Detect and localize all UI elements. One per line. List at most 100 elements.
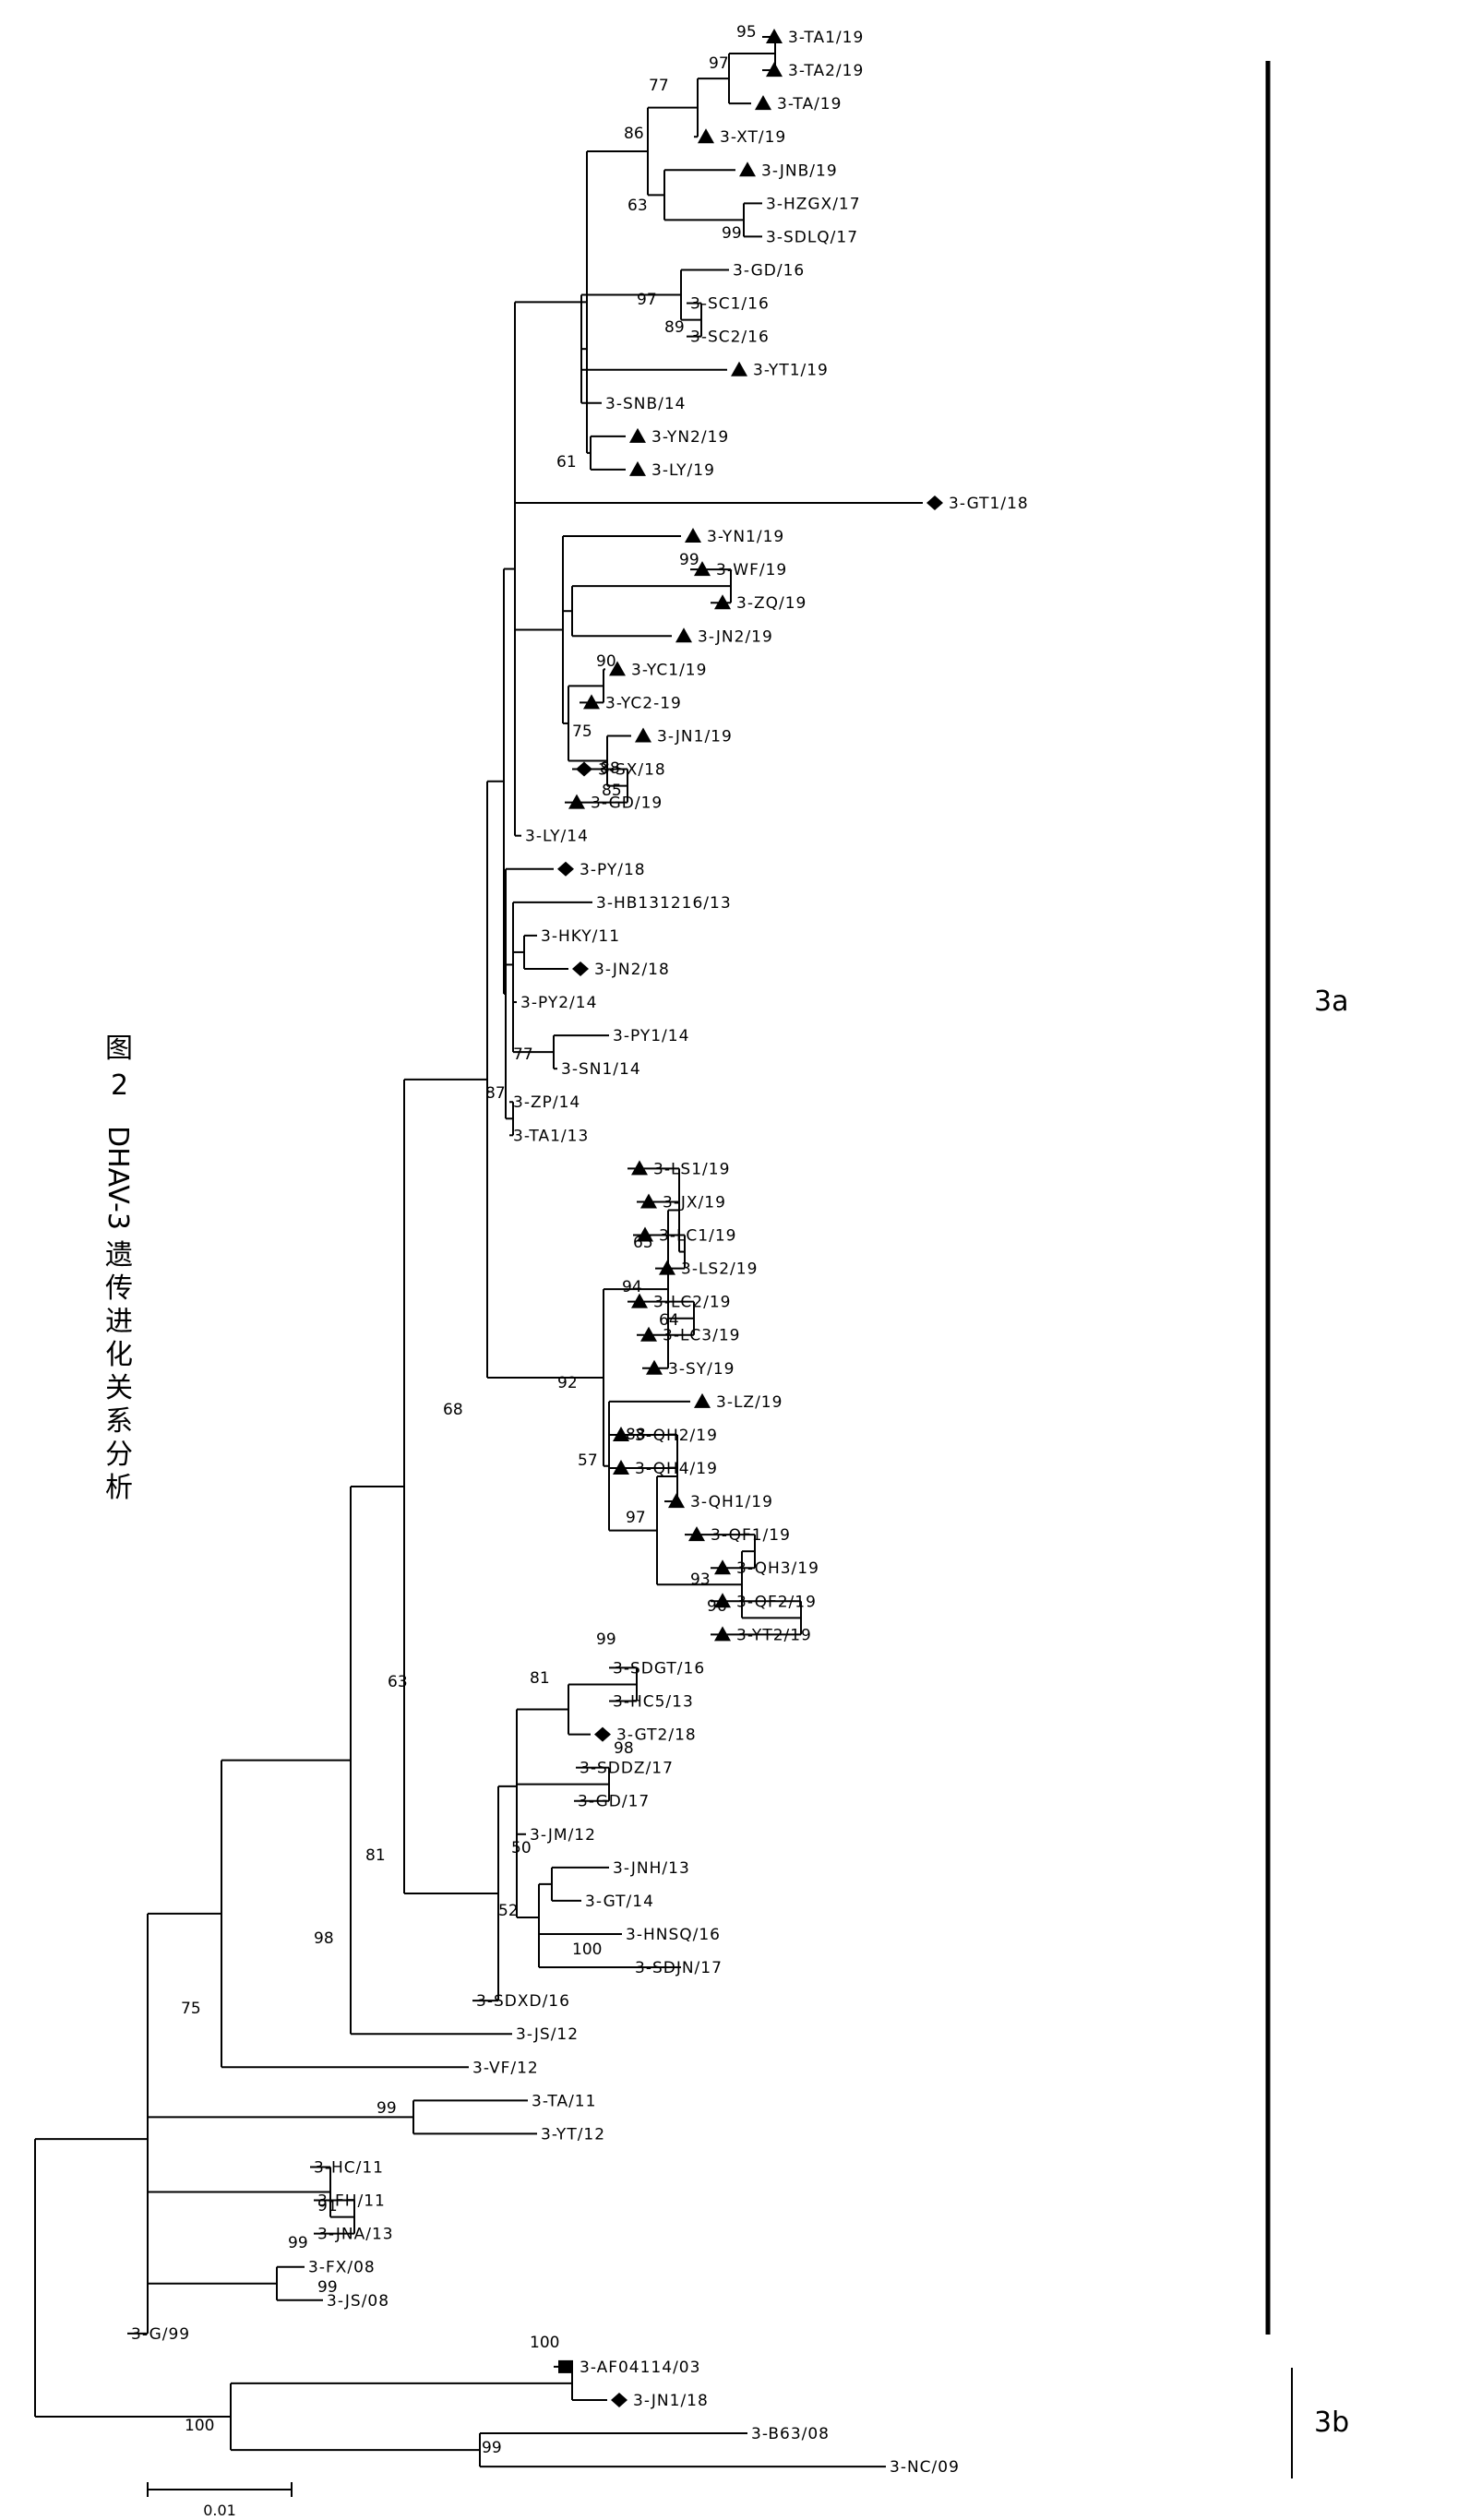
taxon-label: 3-JN2/18 (594, 961, 670, 979)
triangle-marker (731, 361, 747, 376)
bootstrap-value: 88 (600, 759, 620, 778)
triangle-marker (640, 1326, 657, 1342)
taxon-label: 3-JNH/13 (613, 1859, 690, 1878)
taxon-label: 3-LC2/19 (653, 1294, 731, 1312)
bootstrap-value: 77 (513, 1045, 533, 1064)
taxon-label: 3-SC2/16 (690, 328, 770, 347)
taxon-label: 3-QF2/19 (736, 1593, 817, 1611)
square-marker (558, 2359, 573, 2373)
taxon-label: 3-JS/08 (327, 2292, 389, 2311)
taxon-label: 3-GD/19 (591, 794, 663, 813)
triangle-marker (694, 561, 711, 577)
bootstrap-value: 57 (578, 1451, 598, 1470)
caption-title: 遗传进化关系分析 (105, 1239, 133, 1504)
taxon-label: 3-YC1/19 (631, 661, 707, 679)
taxon-label: 3-LS2/19 (681, 1260, 758, 1279)
diamond-marker (572, 961, 589, 976)
bootstrap-value: 97 (637, 291, 657, 309)
taxon-label: 3-HC/11 (314, 2158, 384, 2177)
taxon-label: 3-YT2/19 (736, 1626, 812, 1644)
taxon-label: 3-GD/16 (733, 261, 805, 280)
bootstrap-value: 50 (511, 1839, 532, 1857)
bootstrap-value: 85 (602, 782, 622, 800)
tree-branches (34, 36, 923, 2468)
bootstrap-value: 97 (709, 54, 729, 73)
triangle-marker (637, 1226, 653, 1242)
bootstrap-value: 63 (388, 1673, 408, 1691)
taxon-label: 3-SDGT/16 (613, 1659, 705, 1678)
taxon-label: 3-AF04114/03 (580, 2359, 700, 2377)
bootstrap-value: 96 (707, 1597, 727, 1616)
taxon-label: 3-QH1/19 (690, 1493, 773, 1511)
triangle-marker (568, 794, 585, 809)
taxon-label: 3-FH/11 (317, 2192, 386, 2211)
taxon-label: 3-QH2/19 (635, 1427, 718, 1445)
taxon-label: 3-SDDZ/17 (580, 1760, 674, 1778)
taxon-label: 3-JNA/13 (317, 2226, 394, 2244)
taxon-label: 3-JX/19 (663, 1193, 726, 1212)
bootstrap-value: 95 (736, 23, 757, 42)
triangle-marker (714, 1626, 731, 1642)
taxon-label: 3-WF/19 (716, 561, 787, 579)
triangle-marker (613, 1426, 629, 1441)
taxon-label: 3-JM/12 (530, 1826, 596, 1845)
triangle-marker (685, 528, 701, 543)
taxon-label: 3-PY2/14 (520, 994, 597, 1012)
bootstrap-value: 100 (530, 2334, 559, 2352)
taxon-label: 3-SDJN/17 (635, 1959, 723, 1977)
diamond-marker (926, 495, 943, 510)
taxon-label: 3-LC3/19 (663, 1327, 740, 1345)
triangle-marker (629, 427, 646, 443)
bootstrap-value: 90 (596, 652, 616, 671)
taxon-label: 3-QF1/19 (711, 1526, 791, 1545)
bootstrap-value: 88 (626, 1426, 646, 1444)
taxon-label: 3-SX/18 (598, 761, 666, 780)
taxon-label: 3-TA/19 (777, 95, 842, 113)
triangle-marker (635, 727, 651, 743)
bootstrap-value: 99 (679, 551, 699, 569)
bootstrap-value: 77 (649, 77, 669, 95)
triangle-marker (631, 1293, 648, 1308)
triangle-marker (739, 161, 756, 177)
taxon-label: 3-GT/14 (585, 1893, 654, 1911)
taxon-label: 3-YC2-19 (605, 694, 682, 712)
bootstrap-value: 64 (659, 1311, 679, 1330)
taxon-label: 3-PY/18 (580, 861, 646, 879)
triangle-marker (609, 661, 626, 676)
taxon-label: 3-HKY/11 (541, 927, 620, 946)
triangle-marker (631, 1160, 648, 1176)
scale-bar-label: 0.01 (203, 2502, 236, 2519)
triangle-marker (640, 1193, 657, 1209)
triangle-marker (698, 128, 714, 144)
triangle-marker (688, 1526, 705, 1542)
bootstrap-value: 93 (690, 1571, 711, 1589)
bootstrap-value: 92 (557, 1374, 578, 1392)
bootstrap-value: 94 (622, 1278, 642, 1296)
triangle-marker (714, 594, 731, 610)
bootstrap-value: 98 (614, 1739, 634, 1758)
taxon-label: 3-YN2/19 (651, 428, 729, 447)
bootstrap-value: 63 (627, 197, 648, 215)
taxon-label: 3-JN1/18 (633, 2392, 709, 2410)
caption-figure-char: 图 (105, 1033, 133, 1065)
bootstrap-value: 75 (181, 2000, 201, 2018)
bootstrap-value: 89 (664, 318, 685, 337)
taxon-label: 3-LZ/19 (716, 1393, 783, 1412)
diamond-marker (576, 761, 592, 777)
bootstrap-value: 52 (498, 1902, 519, 1920)
taxon-label: 3-JS/12 (516, 2025, 579, 2044)
triangle-marker (714, 1559, 731, 1575)
taxon-label: 3-QH4/19 (635, 1460, 718, 1478)
bootstrap-value: 65 (633, 1234, 653, 1252)
triangle-marker (646, 1359, 663, 1375)
triangle-marker (694, 1392, 711, 1408)
taxon-label: 3-ZP/14 (513, 1093, 580, 1112)
bootstrap-value: 68 (443, 1401, 463, 1419)
triangle-marker (583, 694, 600, 710)
taxon-label: 3-LY/14 (525, 828, 589, 846)
taxon-label: 3-VF/12 (472, 2059, 539, 2077)
taxon-label: 3-XT/19 (720, 128, 786, 147)
bootstrap-value: 91 (317, 2197, 338, 2215)
taxon-label: 3-GT1/18 (949, 495, 1029, 513)
